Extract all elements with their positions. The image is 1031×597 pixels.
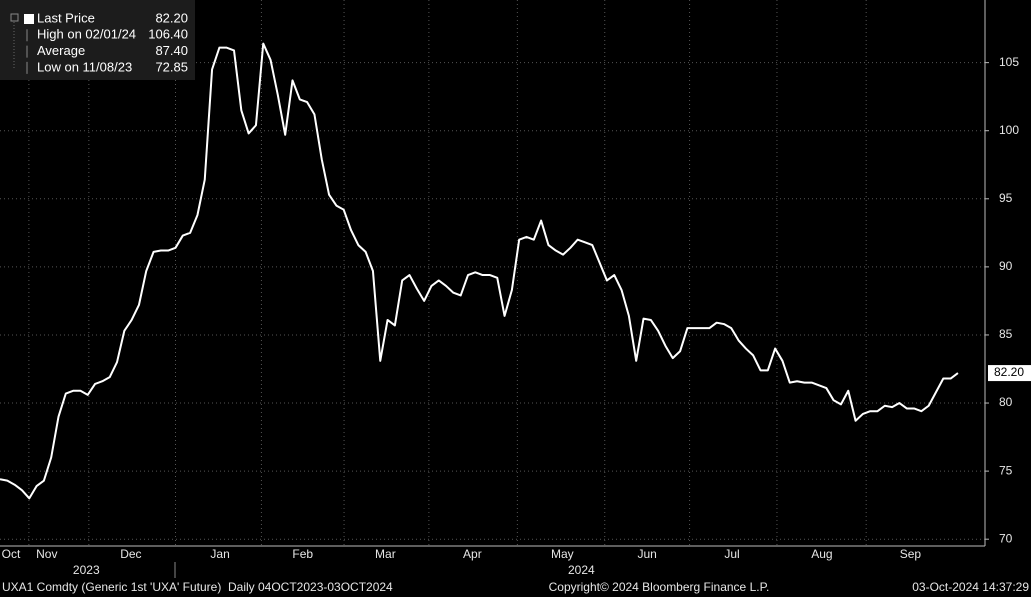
year-label: 2024 [568,563,595,577]
y-tick-label: 75 [999,463,1013,477]
x-tick-label: Apr [463,547,482,561]
legend-value: 87.40 [155,43,188,58]
footer-center: Copyright© 2024 Bloomberg Finance L.P. [549,580,770,594]
last-price-tag [988,365,1031,382]
legend: Last Price 82.20 High on 02/01/24 106.40 Ave… [0,0,195,80]
legend-box [0,0,195,80]
last-price-tag-label: 82.20 [994,365,1024,379]
x-tick-label: Dec [120,547,141,561]
x-tick-label: Sep [900,547,922,561]
y-tick-label: 90 [999,259,1013,273]
price-line [0,42,959,500]
legend-label: Low on 11/08/23 [37,59,132,74]
x-tick-label: Aug [811,547,832,561]
x-tick-label: Mar [375,547,396,561]
x-tick-label: Jan [210,547,229,561]
x-tick-label: Jun [637,547,656,561]
legend-value: 106.40 [148,27,188,42]
x-tick-label: Oct [2,547,21,561]
x-tick-label: Jul [724,547,739,561]
legend-swatch [24,14,34,24]
footer-right: 03-Oct-2024 14:37:29 [912,580,1029,594]
y-tick-label: 85 [999,327,1013,341]
legend-label: Last Price [37,10,95,25]
plot [0,42,959,500]
footer-left: UXA1 Comdty (Generic 1st 'UXA' Future) D… [2,580,393,594]
y-tick-label: 80 [999,395,1013,409]
x-tick-label: May [551,547,574,561]
y-tick-label: 95 [999,191,1013,205]
legend-label: High on 02/01/24 [37,27,136,42]
x-tick-label: Feb [292,547,313,561]
legend-value: 72.85 [155,59,188,74]
legend-value: 82.20 [155,10,188,25]
legend-toggle [10,13,19,22]
legend-label: Average [37,43,85,58]
x-tick-label: Nov [36,547,57,561]
y-tick-label: 70 [999,531,1013,545]
grid [0,0,985,546]
y-tick-label: 100 [999,123,1019,137]
year-label: 2023 [73,563,100,577]
y-tick-label: 105 [999,55,1019,69]
